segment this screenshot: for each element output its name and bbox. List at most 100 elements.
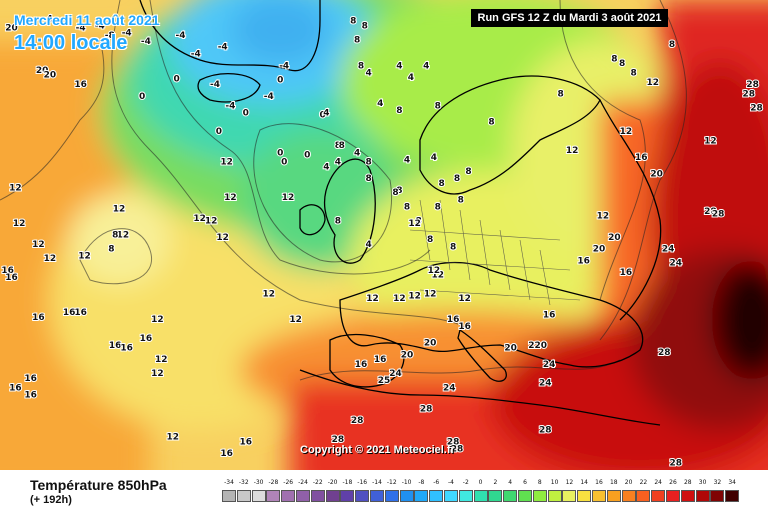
coastline-ireland (299, 204, 326, 236)
scale-swatch (281, 490, 296, 502)
isotherm-label: 25 (378, 376, 391, 386)
scale-tick-label: -24 (298, 479, 308, 486)
isotherm-label: 16 (63, 308, 76, 318)
isotherm-label: -8 (105, 31, 115, 41)
isotherm-label: 16 (543, 310, 556, 320)
valid-date: Mercredi 11 août 2021 (14, 12, 160, 28)
scale-tick-label: -18 (342, 479, 353, 486)
scale-tick-label: -28 (268, 479, 279, 486)
scale-swatch (710, 490, 725, 502)
isotherm-label: 8 (438, 179, 444, 189)
isotherm-label: 16 (220, 449, 233, 459)
isotherm-label: 0 (139, 92, 145, 102)
isotherm-label: -4 (191, 50, 201, 60)
isotherm-label: 8 (619, 59, 625, 69)
isotherm-label: 12 (263, 289, 276, 299)
isotherm-label: 8 (112, 231, 118, 241)
scale-swatch (236, 490, 251, 502)
scale-tick-label: -34 (224, 479, 234, 486)
isotherm-label: 24 (443, 383, 456, 393)
isotherm-label: 8 (335, 141, 341, 151)
isotherm-label: 20 (504, 343, 517, 353)
scale-swatch (666, 490, 680, 502)
coastline-east (599, 99, 662, 321)
scale-swatch (458, 490, 473, 502)
isotherm-label: 12 (151, 369, 164, 379)
isotherm-label: 4 (377, 99, 383, 109)
isotherm-label: 8 (454, 174, 460, 184)
isotherm-label: 4 (365, 68, 371, 78)
isotherm-label: -4 (95, 21, 105, 31)
isotherm-label: 12 (32, 240, 45, 250)
isotherm-label: 4 (423, 61, 429, 71)
isotherm-label: 28 (451, 444, 464, 454)
isotherm-label: 24 (670, 259, 683, 269)
scale-swatch (414, 490, 429, 502)
scale-swatch (562, 490, 577, 502)
isotherm-label: -4 (176, 31, 186, 41)
isotherm-label: 4 (396, 61, 402, 71)
isotherm-label: 4 (335, 158, 341, 168)
isotherm-label: 8 (435, 202, 441, 212)
scale-swatch (444, 490, 458, 502)
isotherm-label: 4 (431, 153, 437, 163)
isotherm-label: 16 (74, 308, 87, 318)
isotherm-label: 8 (365, 158, 371, 168)
scale-swatch (266, 490, 281, 502)
isotherm-label: 8 (427, 235, 433, 245)
isotherm-label: 0 (173, 75, 179, 85)
isotherm-label: 8 (435, 101, 441, 111)
isotherm-label: 4 (323, 162, 329, 172)
scale-tick-label: 14 (580, 479, 588, 486)
scale-swatch (325, 490, 340, 502)
isotherm-label: 16 (458, 322, 471, 332)
coastline-uk (323, 158, 376, 264)
forecast-lead-time: (+ 192h) (30, 494, 72, 506)
isotherm-label: 8 (358, 61, 364, 71)
isotherm-label: 24 (662, 245, 675, 255)
isotherm-label: 8 (465, 167, 471, 177)
scale-tick-label: -16 (357, 479, 368, 486)
border-line (409, 229, 581, 301)
isotherm-label: 16 (240, 437, 253, 447)
isotherm-label: 16 (9, 383, 22, 393)
isotherm-label: 4 (354, 148, 360, 158)
isotherm-label: 12 (428, 266, 441, 276)
isotherm-label: 12 (205, 216, 218, 226)
isotherm-contour (149, 0, 431, 275)
isotherm-label: 16 (635, 153, 648, 163)
isotherm-label: 8 (339, 141, 345, 151)
isotherm-label: 12 (366, 294, 379, 304)
isotherm-label: 20 (5, 24, 18, 34)
scale-tick-label: 32 (713, 479, 722, 486)
isotherm-label: 8 (350, 17, 356, 27)
scale-tick-label: 10 (550, 479, 559, 486)
isotherm-label: 220 (528, 341, 547, 351)
isotherm-label: 20 (44, 71, 57, 81)
isotherm-label: 4 (323, 108, 329, 118)
scale-swatch (429, 490, 444, 502)
isotherm-label: 8 (392, 188, 398, 198)
isotherm-label: 12 (167, 433, 180, 443)
isotherm-contour (253, 123, 392, 263)
isotherm-label: 8 (365, 174, 371, 184)
isotherm-label: 12 (597, 212, 610, 222)
isotherm-contour (559, 0, 646, 301)
isotherm-label: -4 (76, 24, 86, 34)
isotherm-label: 12 (566, 146, 579, 156)
isotherm-label: 16 (140, 334, 153, 344)
isotherm-label: 16 (5, 273, 18, 283)
field-cold-deep (230, 0, 330, 65)
color-scale (222, 490, 742, 502)
scale-tick-label: -2 (462, 479, 469, 486)
scale-swatch (355, 490, 370, 502)
isotherm-label: 20 (424, 339, 437, 349)
border-line (419, 199, 551, 306)
isotherm-label: 16 (1, 266, 14, 276)
scale-tick-label: -26 (283, 479, 294, 486)
isotherm-label: 28 (750, 104, 763, 114)
isotherm-label: 8 (557, 90, 563, 100)
scale-tick-label: 24 (654, 479, 662, 486)
isotherm-label: 16 (355, 360, 368, 370)
